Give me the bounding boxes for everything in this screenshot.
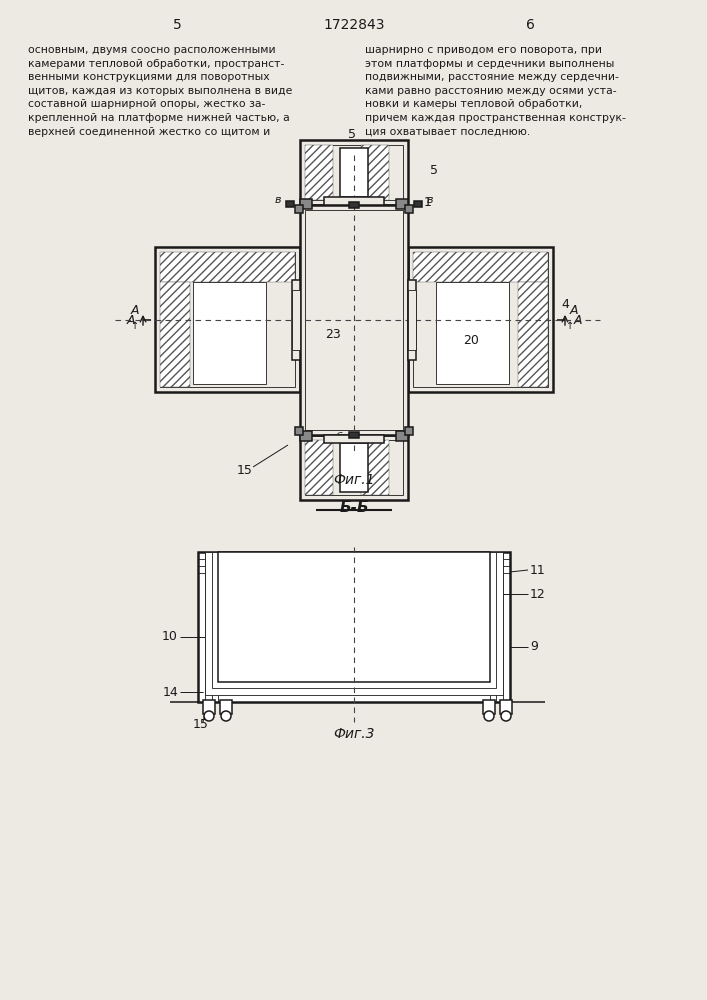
Bar (203, 700, 215, 714)
Bar (349, 202, 359, 208)
Text: А: А (574, 314, 583, 326)
Bar (212, 552, 496, 688)
Text: 1722843: 1722843 (323, 18, 385, 32)
Bar (413, 252, 548, 282)
Bar (340, 148, 368, 197)
Bar (483, 700, 495, 714)
Text: Б-Б: Б-Б (339, 500, 369, 516)
Text: в: в (275, 195, 281, 205)
Bar (295, 427, 303, 435)
Bar (160, 282, 190, 387)
Bar (295, 205, 303, 213)
Text: 23: 23 (325, 328, 341, 342)
Text: Фиг.3: Фиг.3 (333, 727, 375, 741)
Bar (305, 440, 403, 495)
Text: 5: 5 (348, 128, 356, 141)
Text: 20: 20 (463, 334, 479, 347)
Text: 9: 9 (530, 641, 538, 654)
Bar (193, 282, 266, 384)
Bar (305, 145, 403, 200)
Text: б: б (336, 432, 342, 442)
Text: в: в (427, 195, 433, 205)
Text: А: А (131, 304, 139, 316)
Bar (300, 205, 408, 435)
Bar (408, 290, 416, 350)
Text: ↑: ↑ (131, 321, 139, 331)
Text: 5: 5 (430, 163, 438, 176)
Text: 14: 14 (162, 686, 178, 698)
Bar (286, 201, 294, 207)
Text: шарнирно с приводом его поворота, при
этом платформы и сердечники выполнены
подв: шарнирно с приводом его поворота, при эт… (365, 45, 626, 137)
Text: ↑: ↑ (566, 321, 574, 331)
Circle shape (204, 711, 214, 721)
Bar (518, 282, 548, 387)
Bar (396, 431, 408, 441)
Text: основным, двумя соосно расположенными
камерами тепловой обработки, пространст-
в: основным, двумя соосно расположенными ка… (28, 45, 293, 137)
Bar (300, 140, 408, 205)
Bar (198, 552, 510, 702)
Bar (305, 145, 333, 200)
Bar (292, 280, 300, 360)
Bar (300, 431, 312, 441)
Bar (160, 252, 295, 387)
Circle shape (484, 711, 494, 721)
Text: Фиг.1: Фиг.1 (333, 473, 375, 487)
Text: А: А (127, 314, 135, 326)
Bar (436, 282, 509, 384)
Text: 12: 12 (530, 587, 546, 600)
Bar (349, 432, 359, 438)
Text: б: б (336, 198, 342, 208)
Bar (324, 197, 384, 205)
Bar (155, 247, 300, 392)
Bar (324, 435, 384, 443)
Text: 1: 1 (424, 196, 432, 209)
Bar (361, 145, 389, 200)
Bar (396, 199, 408, 209)
Bar (405, 427, 413, 435)
Bar (218, 552, 490, 682)
Bar (300, 199, 312, 209)
Text: 5: 5 (173, 18, 182, 32)
Bar (405, 205, 413, 213)
Bar (305, 210, 403, 430)
Text: 10: 10 (162, 631, 178, 644)
Bar (408, 247, 553, 392)
Bar (408, 280, 416, 360)
Bar (292, 290, 300, 350)
Circle shape (501, 711, 511, 721)
Bar (220, 700, 232, 714)
Bar (160, 252, 295, 282)
Text: 6: 6 (525, 18, 534, 32)
Bar (205, 552, 503, 695)
Bar (361, 440, 389, 495)
Bar (340, 443, 368, 492)
Text: 15: 15 (237, 464, 253, 477)
Bar (414, 201, 422, 207)
Text: 15: 15 (193, 718, 209, 730)
Circle shape (221, 711, 231, 721)
Bar (300, 435, 408, 500)
Text: А: А (570, 304, 578, 316)
Text: 11: 11 (530, 564, 546, 576)
Text: 4: 4 (561, 298, 569, 312)
Bar (305, 440, 333, 495)
Bar (413, 252, 548, 387)
Bar (500, 700, 512, 714)
